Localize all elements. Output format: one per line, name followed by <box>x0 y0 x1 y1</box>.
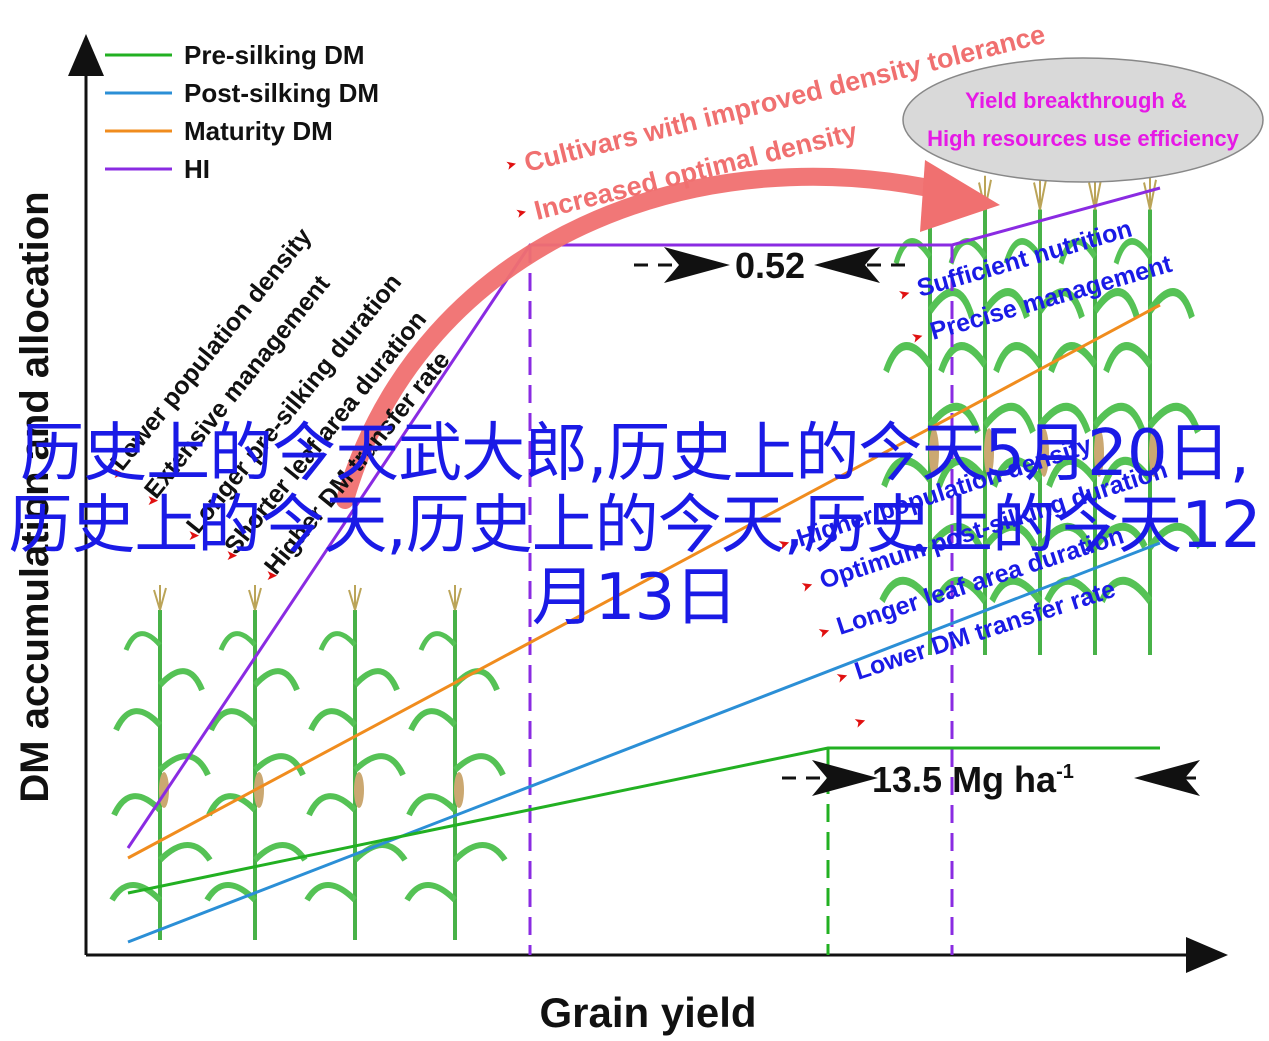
hi-gap-annotation: 0.52 <box>634 245 905 286</box>
improvement-arrow <box>336 167 969 509</box>
bullet-arrow-icon: ➤ <box>776 535 792 554</box>
yield-gap-number: 13.5 Mg ha <box>872 759 1057 800</box>
bullet-arrow-icon: ➤ <box>852 713 868 732</box>
bullet-arrow-icon: ➤ <box>897 285 913 304</box>
curve-pre-silking-dm <box>127 746 1160 895</box>
legend-label-hi: HI <box>184 154 210 184</box>
bullet-arrow-icon: ➤ <box>514 205 528 222</box>
legend: Pre-silking DM Post-silking DM Maturity … <box>105 40 379 184</box>
bullet-arrow-icon: ➤ <box>910 328 926 347</box>
legend-label-pre-silking: Pre-silking DM <box>184 40 365 70</box>
bullet-arrow-icon: ➤ <box>504 157 518 174</box>
yield-gap-superscript: -1 <box>1056 761 1074 783</box>
bullet-arrow-icon: ➤ <box>799 577 815 596</box>
curve-hi <box>126 186 1161 849</box>
left-factor-bullets: ➤ ➤ ➤ ➤ ➤ <box>113 466 278 584</box>
bullet-arrow-icon: ➤ <box>266 568 278 584</box>
bullet-arrow-icon: ➤ <box>188 528 200 544</box>
legend-label-post-silking: Post-silking DM <box>184 78 379 108</box>
ellipse-line1: Yield breakthrough & <box>965 88 1187 113</box>
right-factors: ➤ Higher population density ➤ Optimum po… <box>776 431 1171 732</box>
yield-gap-value: 13.5 Mg ha-1 <box>872 759 1074 800</box>
bullet-arrow-icon: ➤ <box>226 548 238 564</box>
improvement-arrow-head <box>920 160 1000 232</box>
hi-gap-value: 0.52 <box>735 245 805 286</box>
curve-post-silking-dm <box>127 541 1161 944</box>
y-axis-label: DM accumulation and allocation <box>13 191 57 802</box>
bullet-arrow-icon: ➤ <box>147 493 159 509</box>
left-factors: Lower population density Extensive manag… <box>105 223 456 580</box>
bullet-arrow-icon: ➤ <box>834 668 850 687</box>
x-axis-label: Grain yield <box>539 989 756 1036</box>
bullet-arrow-icon: ➤ <box>113 466 125 482</box>
ellipse-line2: High resources use efficiency <box>927 126 1240 151</box>
curve-maturity-dm <box>127 303 1161 860</box>
yield-gap-annotation: 13.5 Mg ha-1 <box>782 759 1200 800</box>
right-top-factors: ➤ Sufficient nutrition ➤ Precise managem… <box>897 215 1176 347</box>
legend-label-maturity: Maturity DM <box>184 116 333 146</box>
bullet-arrow-icon: ➤ <box>816 623 832 642</box>
yield-breakthrough-ellipse: Yield breakthrough & High resources use … <box>902 57 1264 183</box>
